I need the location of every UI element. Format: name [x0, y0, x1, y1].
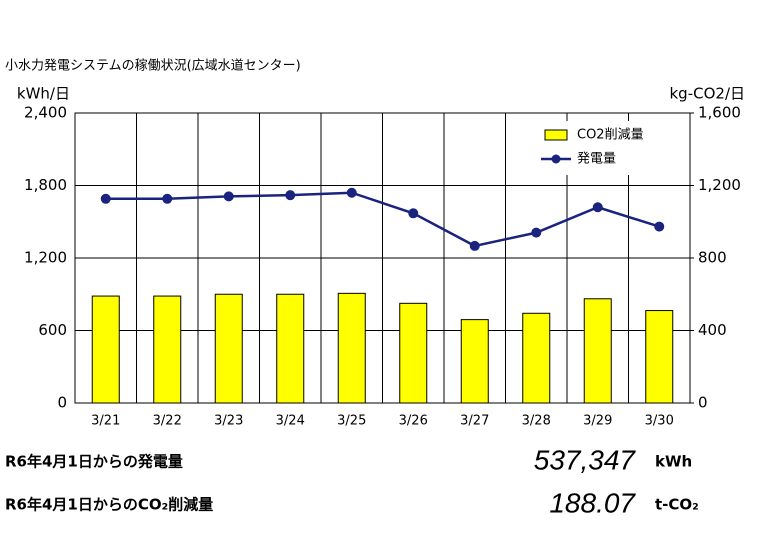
- y-tick-label: 0: [57, 394, 67, 412]
- line-point: [285, 190, 296, 201]
- y-tick-label: 1,800: [24, 176, 67, 194]
- bar: [522, 312, 551, 404]
- x-tick-label: 3/22: [153, 414, 182, 429]
- bar: [91, 295, 120, 404]
- x-tick-label: 3/24: [276, 414, 305, 429]
- legend-swatch: [544, 129, 568, 141]
- line-point: [408, 208, 419, 219]
- y-tick-label: 600: [38, 321, 67, 339]
- bar: [153, 295, 182, 404]
- y2-tick-label: 1,200: [698, 176, 741, 194]
- summary-unit: t-CO₂: [655, 496, 699, 514]
- y2-tick-label: 400: [698, 321, 727, 339]
- bar: [645, 310, 674, 404]
- legend-label: 発電量: [577, 152, 616, 167]
- bar: [337, 292, 366, 404]
- x-tick-label: 3/30: [645, 414, 674, 429]
- bar: [399, 302, 428, 404]
- line-point: [469, 240, 480, 251]
- legend-label: CO2削減量: [577, 127, 644, 143]
- y-tick-label: 2,400: [24, 104, 67, 122]
- y2-tick-label: 1,600: [698, 104, 741, 122]
- bar: [583, 298, 612, 404]
- line: [105, 191, 660, 248]
- line-point: [592, 202, 603, 213]
- bar: [214, 293, 243, 404]
- bar: [460, 319, 489, 404]
- line-point: [531, 227, 542, 238]
- bar: [276, 293, 305, 404]
- x-tick-label: 3/28: [522, 414, 551, 429]
- y2-axis-label: kg-CO2/日: [670, 85, 746, 103]
- x-tick-label: 3/26: [399, 414, 428, 429]
- summary-unit: kWh: [655, 453, 692, 471]
- x-tick-label: 3/21: [91, 414, 120, 429]
- summary-value: 537,347: [534, 444, 637, 475]
- x-tick-label: 3/27: [460, 414, 489, 429]
- y-axis-label: kWh/日: [17, 85, 70, 103]
- x-tick-label: 3/29: [583, 414, 612, 429]
- x-tick-label: 3/25: [337, 414, 366, 429]
- x-tick-label: 3/23: [214, 414, 243, 429]
- y2-tick-label: 800: [698, 249, 727, 267]
- line-point: [162, 193, 173, 204]
- plot-frame: [74, 112, 691, 404]
- summary-label: R6年4月1日からのCO₂削減量: [5, 496, 213, 514]
- summary-label: R6年4月1日からの発電量: [5, 453, 183, 471]
- line-point: [223, 191, 234, 202]
- line-point: [654, 221, 665, 232]
- line-point: [100, 193, 111, 204]
- chart-title: 小水力発電システムの稼働状況(広域水道センター): [5, 59, 301, 74]
- y-tick-label: 1,200: [24, 249, 67, 267]
- y2-tick-label: 0: [698, 394, 708, 412]
- line-point: [346, 187, 357, 198]
- summary-value: 188.07: [549, 487, 636, 518]
- legend-marker: [551, 154, 561, 164]
